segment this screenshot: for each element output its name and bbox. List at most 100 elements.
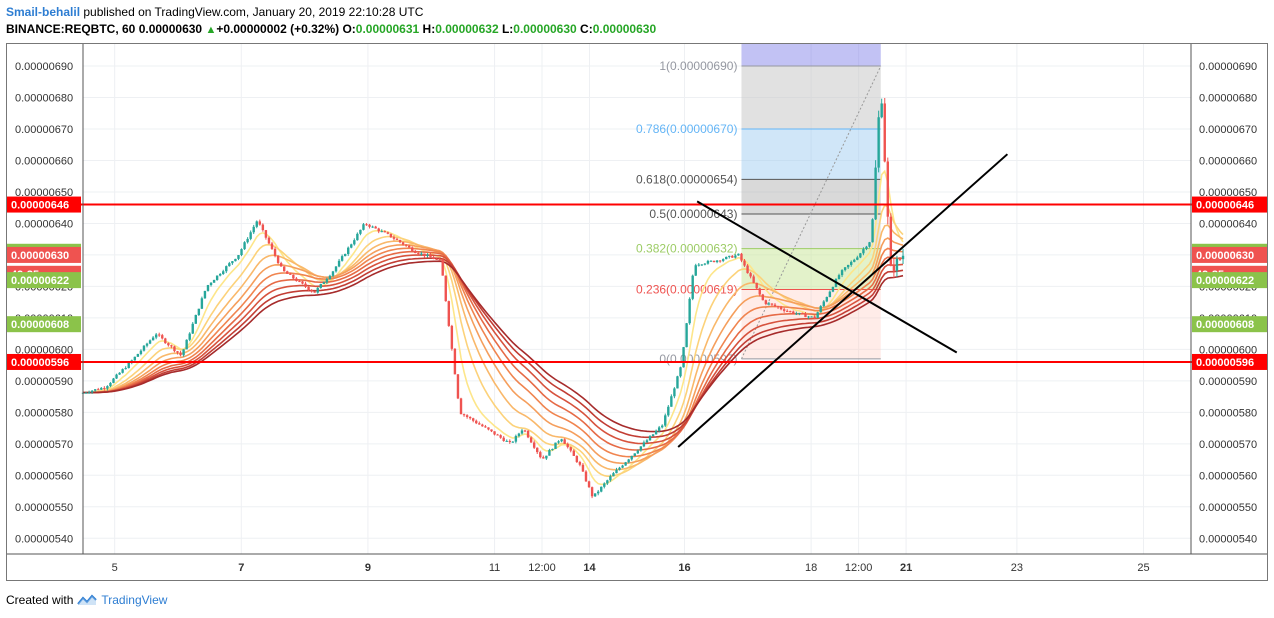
candle-body (706, 260, 710, 264)
trendline[interactable] (677, 153, 1009, 448)
candle-body (450, 325, 454, 349)
candle-body (252, 226, 255, 233)
x-tick-label: 18 (805, 562, 817, 574)
candle-body (182, 349, 185, 356)
x-tick-label: 12:00 (528, 562, 556, 574)
chart-frame[interactable]: 1(0.00000690) 0.786(0.00000670) 0.618(0.00… (6, 43, 1268, 581)
price-badge-bg (1192, 246, 1267, 263)
trendlines[interactable] (677, 153, 1009, 448)
candle-body (411, 247, 414, 252)
candle-body (548, 450, 551, 456)
candle-body (234, 258, 237, 262)
candle-body (398, 239, 402, 243)
candle-body (209, 282, 213, 286)
candle-body (103, 387, 106, 389)
candle-body (136, 353, 140, 357)
candle-body (481, 424, 484, 427)
candle-body (212, 279, 216, 283)
x-tick-label: 21 (900, 562, 912, 574)
level-price-badge: 0.00000596 (11, 357, 69, 369)
candle-body (856, 257, 859, 260)
candle-body (682, 347, 685, 368)
x-tick-label: 7 (238, 562, 244, 574)
candle-body (404, 244, 408, 246)
grid (83, 44, 1191, 554)
candle-body (249, 232, 252, 239)
candle-body (508, 440, 511, 443)
y-tick-label-left: 0.00000550 (15, 502, 73, 514)
candle-body (313, 291, 316, 293)
candle-body (124, 368, 127, 370)
candle-body (615, 469, 618, 474)
candle-body (151, 337, 155, 341)
candle-body (188, 333, 191, 340)
candle-body (734, 255, 737, 258)
candle-body (609, 476, 612, 481)
candle-body (606, 480, 609, 484)
y-tick-label-left: 0.00000540 (15, 533, 73, 545)
ma-line (83, 247, 904, 458)
candle-body (831, 286, 835, 292)
author-name[interactable]: Smail-behalil (6, 5, 81, 19)
candle-body (813, 316, 816, 319)
candle-body (520, 430, 524, 434)
candle-body (200, 298, 204, 309)
candle-body (514, 435, 518, 442)
candle-body (846, 264, 850, 268)
price-chart[interactable]: 1(0.00000690) 0.786(0.00000670) 0.618(0.00… (7, 44, 1267, 580)
candle-body (447, 301, 451, 326)
candle-body (850, 261, 853, 265)
candle-body (819, 306, 822, 313)
y-tick-label-left: 0.00000670 (15, 124, 73, 136)
candle-body (868, 242, 871, 247)
candle-body (715, 260, 719, 263)
level-price-badge-bg (7, 196, 81, 213)
candle-body (539, 452, 542, 458)
high-label: H: (422, 22, 436, 36)
candle-body (109, 382, 112, 387)
time-axis: 5 7 9 11 12:00 14 16 18 12:00 21 23 25 (112, 562, 1150, 574)
candle-body (276, 255, 280, 264)
candle-body (270, 243, 274, 249)
trendline[interactable] (696, 200, 958, 354)
candle-body (636, 450, 640, 454)
candle-body (435, 259, 438, 261)
candle-body (301, 281, 304, 284)
candle-body (286, 271, 289, 274)
price-badge-bg (1192, 316, 1267, 333)
candle-body (755, 282, 758, 289)
candle-body (679, 367, 682, 377)
fib-zone (741, 214, 881, 249)
candle-body (472, 418, 475, 421)
candle-body (304, 283, 307, 287)
ma-line (83, 260, 904, 433)
candle-body (142, 345, 146, 351)
candle-body (417, 253, 420, 255)
candle-body (554, 442, 557, 449)
candle-body (362, 224, 365, 230)
candle-body (359, 229, 362, 234)
candle-body (782, 309, 786, 311)
price-badge-bg (1192, 272, 1267, 289)
candle-body (478, 423, 481, 425)
candle-body (407, 245, 411, 248)
candle-body (331, 271, 335, 276)
candle-body (322, 282, 326, 284)
y-tick-label-right: 0.00000570 (1199, 439, 1257, 451)
candle-body (773, 304, 777, 307)
candle-body (97, 389, 100, 391)
candle-body (383, 231, 386, 233)
candle-body (176, 351, 179, 353)
candle-body (810, 316, 813, 318)
candle-body (721, 259, 725, 261)
horizontal-levels[interactable] (7, 203, 1267, 363)
candle-body (319, 283, 322, 288)
y-tick-label-right: 0.00000690 (1199, 61, 1257, 73)
candle-body (356, 233, 359, 241)
candle-body (468, 416, 472, 419)
level-price-badge-bg (1192, 196, 1267, 213)
close-label: C: (580, 22, 593, 36)
tradingview-link[interactable]: TradingView (101, 593, 168, 607)
candle-body (465, 415, 469, 417)
candle-body (572, 450, 576, 456)
